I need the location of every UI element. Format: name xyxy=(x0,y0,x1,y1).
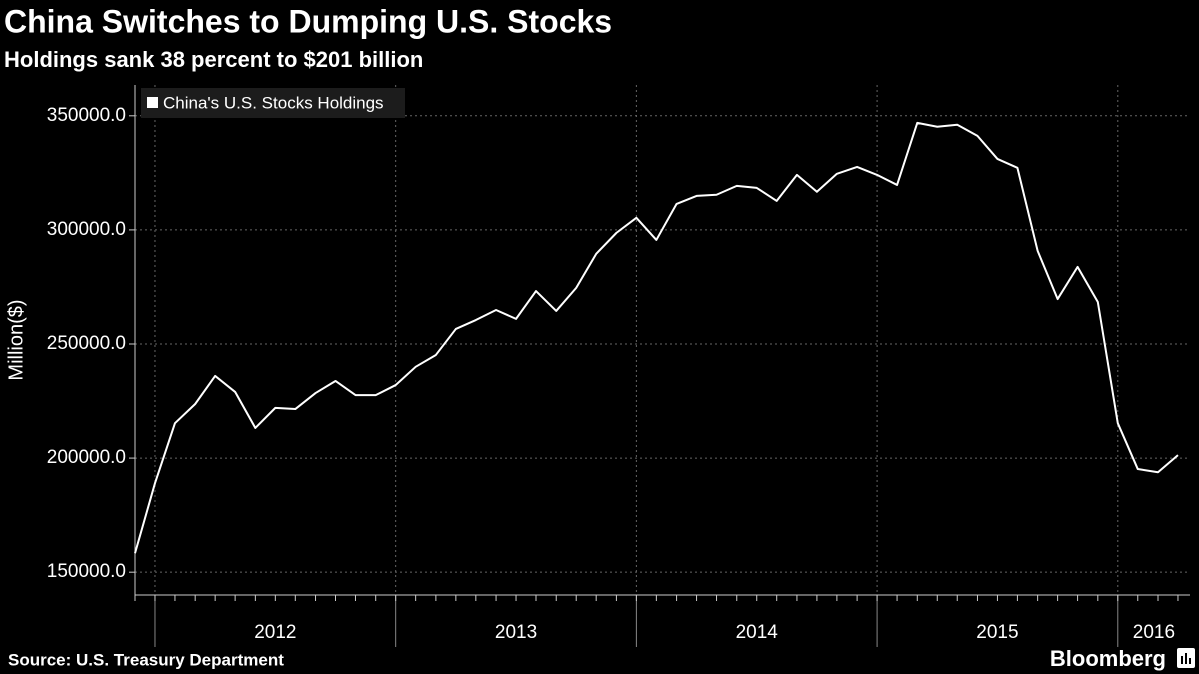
x-tick-label: 2015 xyxy=(976,622,1018,643)
x-tick-label: 2016 xyxy=(1133,622,1175,643)
line xyxy=(134,121,1179,554)
logo: Bloomberg xyxy=(1050,646,1166,671)
y-axis-label: Million($) xyxy=(5,299,27,380)
y-tick-label: 200000.0 xyxy=(47,447,126,468)
source: Source: U.S. Treasury Department xyxy=(8,650,284,669)
y-tick-label: 250000.0 xyxy=(47,333,126,354)
legend-swatch xyxy=(147,97,158,108)
chart-subtitle: Holdings sank 38 percent to $201 billion xyxy=(4,47,423,72)
y-tick-label: 150000.0 xyxy=(47,561,126,582)
x-tick-label: 2012 xyxy=(254,622,296,643)
legend-label: China's U.S. Stocks Holdings xyxy=(163,93,384,112)
logo-bar xyxy=(1185,653,1187,664)
x-tick-label: 2013 xyxy=(495,622,537,643)
y-tick-label: 350000.0 xyxy=(47,105,126,126)
logo-icon xyxy=(1177,648,1195,668)
chart-title: China Switches to Dumping U.S. Stocks xyxy=(4,3,612,39)
legend-box xyxy=(141,88,405,118)
logo-bar xyxy=(1189,658,1191,664)
y-tick-label: 300000.0 xyxy=(47,219,126,240)
x-tick-label: 2014 xyxy=(736,622,779,643)
logo-bar xyxy=(1181,656,1183,664)
